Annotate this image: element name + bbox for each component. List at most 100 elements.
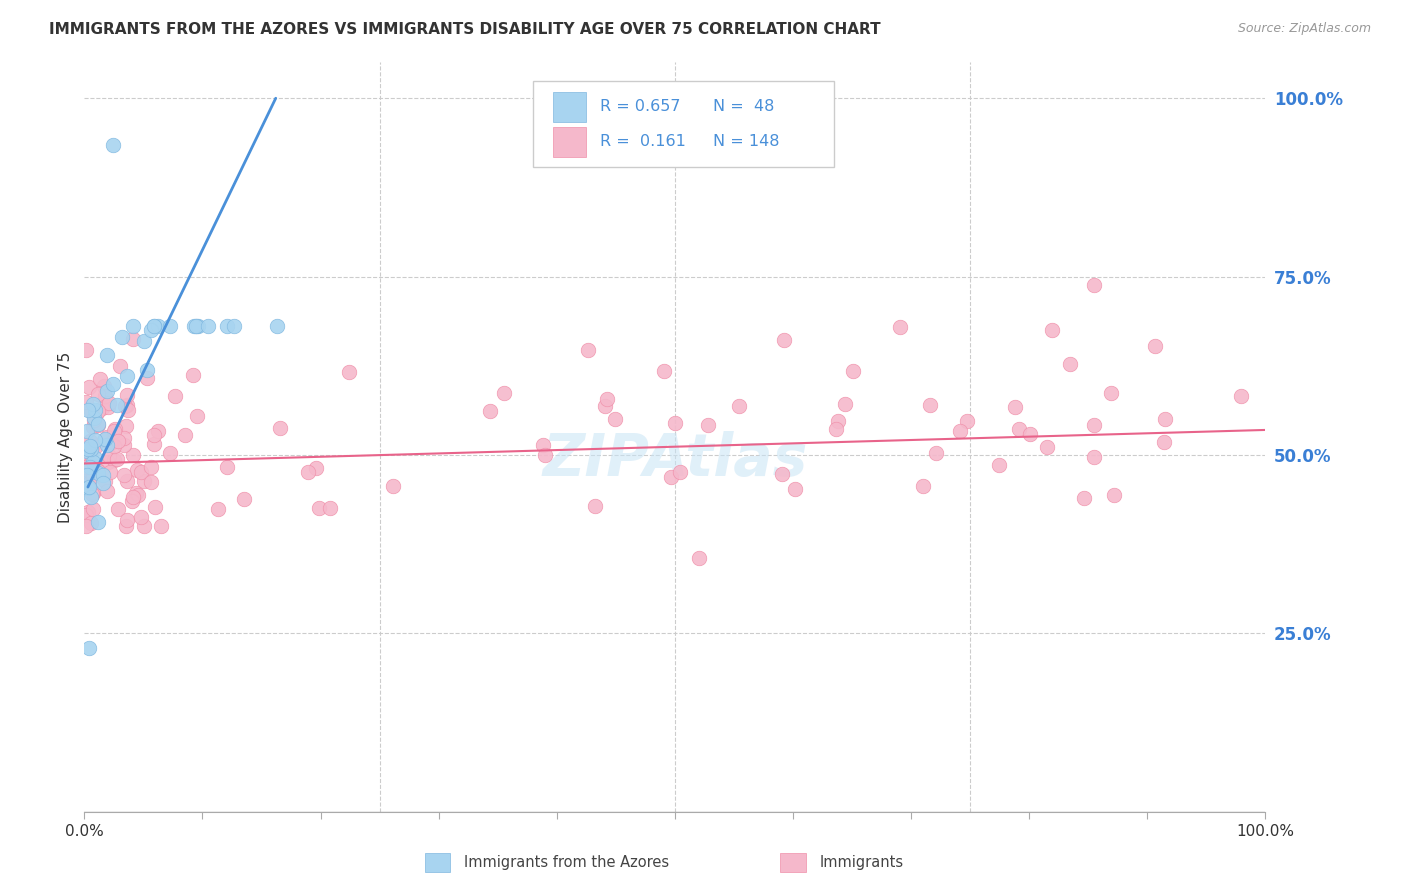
Point	[141, 459, 163, 474]
Point	[125, 463, 148, 477]
Point	[1004, 401, 1026, 415]
Point	[83, 440, 105, 454]
Point	[77, 403, 100, 417]
Y-axis label: Disability Age Over 75: Disability Age Over 75	[58, 351, 73, 523]
Point	[1059, 357, 1081, 371]
Point	[165, 389, 187, 403]
Point	[86, 386, 108, 401]
Point	[115, 512, 138, 526]
Point	[308, 501, 330, 516]
Point	[82, 501, 104, 516]
Point	[382, 479, 405, 493]
Point	[129, 509, 152, 524]
Text: R = 0.657: R = 0.657	[600, 99, 681, 114]
Point	[956, 414, 979, 428]
Point	[132, 334, 155, 348]
Point	[112, 467, 135, 482]
Point	[142, 428, 165, 442]
Point	[770, 467, 793, 482]
Point	[112, 431, 135, 445]
Point	[135, 371, 157, 385]
Point	[773, 333, 796, 347]
Point	[1073, 491, 1095, 505]
Point	[1083, 450, 1105, 464]
Text: R =  0.161: R = 0.161	[600, 134, 686, 149]
Point	[266, 319, 288, 334]
Point	[79, 459, 101, 474]
Point	[87, 417, 110, 432]
Point	[142, 319, 165, 334]
Point	[75, 459, 97, 474]
Point	[889, 319, 911, 334]
Point	[605, 412, 627, 426]
Point	[141, 475, 163, 489]
Point	[669, 465, 692, 479]
Point	[222, 319, 245, 334]
Point	[121, 448, 143, 462]
Point	[1230, 389, 1253, 403]
Point	[84, 407, 107, 421]
Point	[215, 459, 238, 474]
Point	[534, 448, 557, 462]
Point	[75, 508, 97, 522]
Point	[86, 464, 108, 478]
Point	[121, 494, 143, 508]
Point	[1040, 324, 1063, 338]
Point	[80, 436, 103, 450]
Point	[121, 332, 143, 346]
Point	[785, 482, 807, 496]
Point	[101, 435, 124, 450]
Point	[142, 319, 165, 334]
Point	[87, 515, 110, 529]
Point	[1099, 385, 1122, 400]
Point	[824, 422, 846, 436]
Point	[181, 368, 204, 382]
Point	[659, 470, 682, 484]
Point	[83, 413, 105, 427]
Point	[91, 468, 114, 483]
Point	[94, 389, 117, 403]
Point	[1102, 488, 1125, 502]
Point	[76, 467, 98, 482]
Text: Immigrants from the Azores: Immigrants from the Azores	[464, 855, 669, 870]
Point	[80, 487, 103, 501]
Point	[297, 465, 319, 479]
Point	[114, 438, 136, 452]
Point	[146, 319, 169, 334]
Point	[531, 437, 554, 451]
Point	[186, 409, 208, 423]
Point	[76, 443, 98, 458]
Point	[75, 343, 97, 357]
Point	[77, 451, 100, 466]
Text: ZIPAtlas: ZIPAtlas	[543, 431, 807, 488]
Point	[146, 424, 169, 438]
Point	[87, 404, 110, 418]
Point	[97, 400, 120, 414]
Point	[80, 442, 103, 456]
Point	[76, 442, 98, 456]
Point	[121, 490, 143, 504]
Point	[80, 490, 103, 504]
Point	[82, 397, 104, 411]
Point	[96, 384, 118, 398]
Point	[125, 485, 148, 500]
Point	[127, 488, 149, 502]
Point	[920, 398, 942, 412]
Point	[117, 398, 139, 412]
Point	[117, 475, 139, 489]
Point	[1143, 339, 1166, 353]
Point	[115, 369, 138, 384]
Point	[82, 485, 104, 500]
Point	[75, 458, 97, 473]
Point	[96, 348, 118, 362]
Point	[82, 420, 104, 434]
Point	[84, 450, 107, 465]
Point	[150, 519, 173, 533]
Point	[101, 376, 124, 391]
Point	[114, 419, 136, 434]
Point	[98, 450, 121, 464]
Point	[86, 463, 108, 477]
Point	[80, 516, 103, 531]
Point	[143, 500, 166, 515]
Point	[77, 640, 100, 655]
